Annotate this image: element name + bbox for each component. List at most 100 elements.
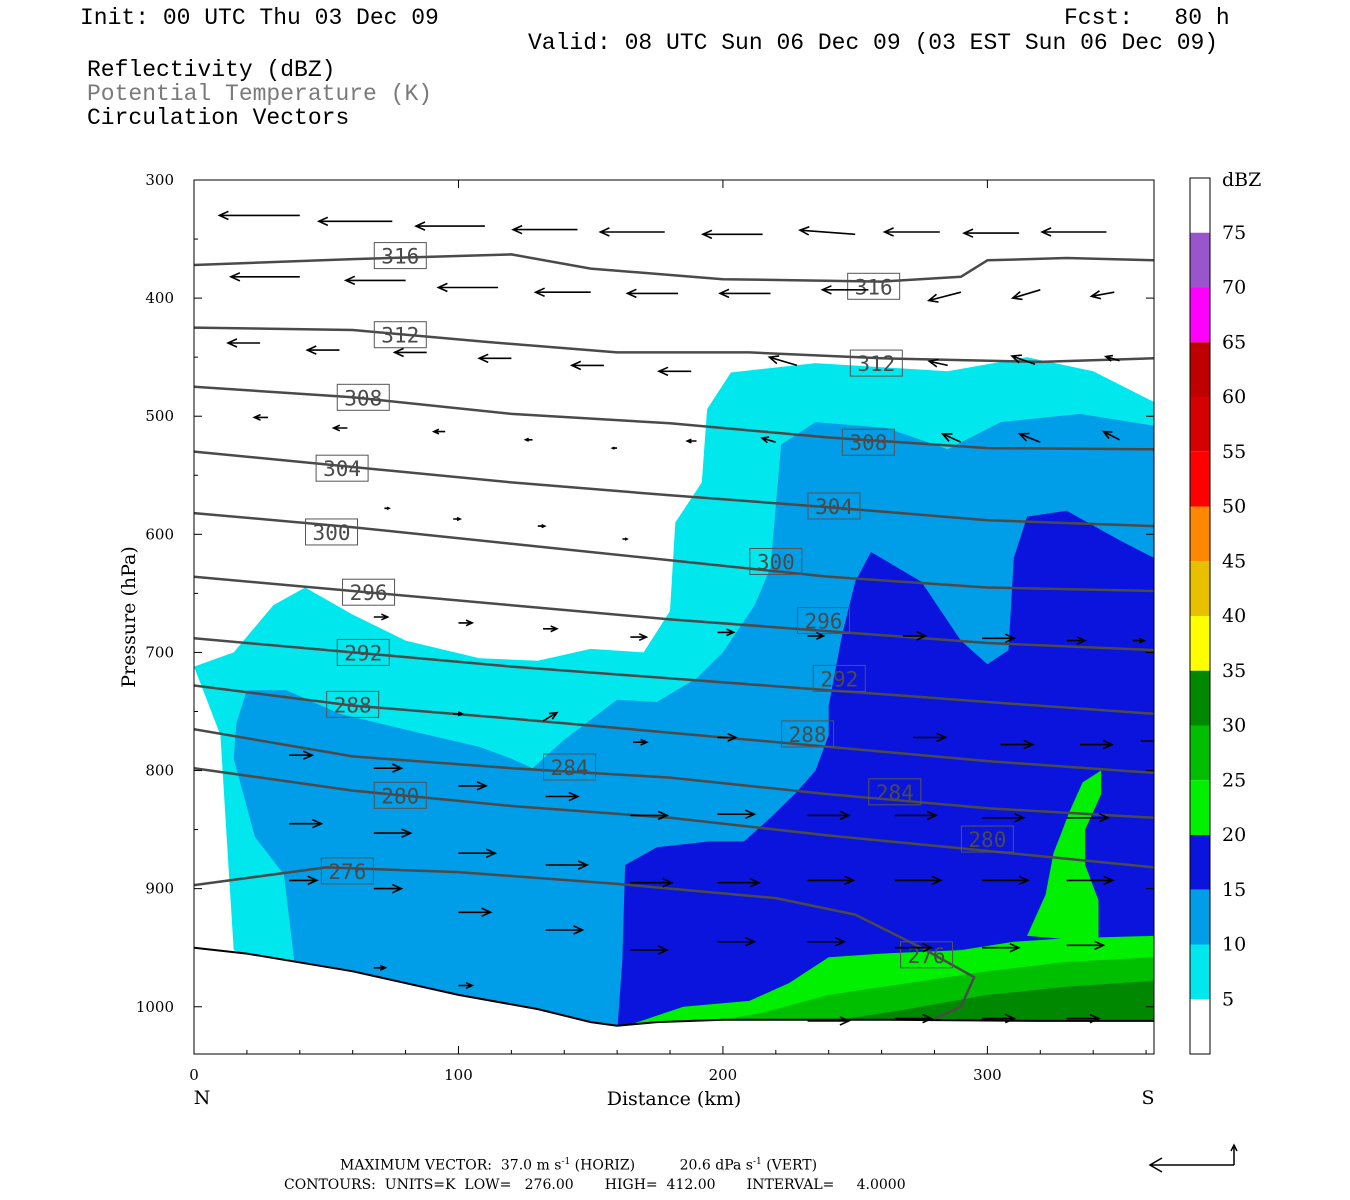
- circulation-vector: [343, 275, 406, 286]
- colorbar-title: dBZ: [1222, 169, 1261, 191]
- circulation-vector: [982, 633, 1017, 644]
- circulation-vector: [807, 810, 851, 821]
- circulation-vector: [1066, 940, 1106, 951]
- contour-label: 280: [381, 784, 419, 808]
- colorbar-cell: [1190, 999, 1210, 1054]
- circulation-vector: [807, 1016, 851, 1026]
- circulation-vector: [226, 338, 261, 348]
- circulation-vector: [622, 537, 629, 541]
- circulation-vector: [305, 345, 340, 355]
- contour-label: 280: [968, 828, 1006, 852]
- circulation-vector: [1080, 739, 1115, 750]
- contour-label: 308: [344, 386, 382, 410]
- terrain-mask: [194, 947, 1154, 1054]
- contour-label-box: [336, 383, 390, 411]
- contour-label-box: [342, 578, 396, 606]
- circulation-vector: [940, 433, 962, 443]
- colorbar-label: 25: [1222, 769, 1246, 791]
- circulation-vector: [1140, 740, 1154, 742]
- circulation-vector: [798, 226, 856, 236]
- contour-label-box: [960, 825, 1014, 853]
- y-tick-label: 600: [145, 525, 174, 543]
- circulation-vector: [717, 809, 757, 820]
- circulation-vector: [217, 210, 300, 221]
- circulation-vector: [1066, 1013, 1101, 1024]
- contour-label: 284: [876, 781, 914, 805]
- colorbar-label: 65: [1222, 331, 1246, 353]
- colorbar-cell: [1190, 835, 1210, 890]
- contour-label-box: [320, 857, 374, 885]
- circulation-vector: [807, 936, 847, 947]
- colorbar-cell: [1190, 506, 1210, 562]
- circulation-vector: [511, 224, 578, 235]
- contour-label: 296: [350, 581, 388, 605]
- contour-label-box: [796, 607, 850, 635]
- circulation-vector: [431, 428, 446, 435]
- circulation-vector: [331, 424, 348, 432]
- circulation-vector: [630, 877, 674, 888]
- colorbar-cell: [1190, 342, 1210, 397]
- colorbar-label: 30: [1222, 715, 1246, 737]
- contour-label: 292: [344, 641, 382, 665]
- contour-label-box: [373, 321, 427, 349]
- circulation-vector: [717, 628, 736, 637]
- plot-frame: [193, 179, 1155, 1055]
- contour-label-box: [315, 454, 369, 482]
- circulation-vector: [545, 860, 590, 870]
- colorbar-cell: [1190, 451, 1210, 507]
- circulation-vector: [630, 945, 670, 955]
- circulation-vector: [630, 633, 649, 642]
- circulation-vector: [657, 366, 692, 377]
- colorbar-cell: [1190, 670, 1210, 726]
- contour-label-box: [849, 349, 903, 377]
- colorbar-cell: [1190, 232, 1210, 288]
- circulation-vector: [1103, 354, 1120, 362]
- y-tick-label: 1000: [136, 998, 174, 1016]
- circulation-vector: [392, 347, 427, 358]
- circulation-vector: [414, 221, 485, 231]
- circulation-vector: [436, 282, 499, 293]
- circulation-vector: [760, 436, 777, 444]
- theta-contour-280: [194, 766, 1154, 869]
- circulation-vector: [894, 875, 943, 886]
- circulation-vector: [1089, 290, 1115, 300]
- circulation-vector: [458, 848, 498, 859]
- valid-time: Valid: 08 UTC Sun 06 Dec 09 (03 EST Sun …: [528, 30, 1219, 56]
- contour-label: 304: [323, 457, 361, 481]
- circulation-vector: [598, 227, 665, 237]
- theta-contour-308: [194, 385, 1154, 451]
- colorbar-label: 35: [1222, 660, 1246, 682]
- circulation-vector: [685, 438, 697, 444]
- circulation-vector: [1132, 637, 1147, 644]
- circulation-vector: [545, 925, 585, 935]
- contour-label-box: [841, 428, 895, 456]
- contour-label-box: [373, 242, 427, 270]
- contour-label-box: [373, 781, 427, 809]
- x-end-label-south: S: [1141, 1087, 1154, 1109]
- contour-label: 312: [857, 352, 895, 376]
- x-tick-label: 100: [444, 1066, 473, 1084]
- circulation-vector: [902, 631, 928, 641]
- circulation-vector: [373, 613, 390, 621]
- x-tick-label: 200: [709, 1066, 738, 1084]
- circulation-vector: [453, 711, 465, 717]
- circulation-vector: [982, 1013, 1017, 1024]
- colorbar-cell: [1190, 944, 1210, 1000]
- colorbar-label: 75: [1222, 222, 1246, 244]
- circulation-vector: [543, 625, 559, 633]
- field-potential-temperature: Potential Temperature (K): [87, 81, 433, 107]
- circulation-vector: [982, 942, 1021, 953]
- y-tick-label: 400: [145, 289, 174, 307]
- circulation-vector: [894, 810, 939, 821]
- reference-vector-vert: [1230, 1143, 1238, 1165]
- circulation-vector: [807, 631, 826, 640]
- circulation-vector: [453, 516, 463, 522]
- colorbar-cell: [1190, 780, 1210, 835]
- circulation-vector: [630, 810, 670, 821]
- contour-label: 312: [381, 324, 419, 348]
- reflectivity-region-30dbz: [802, 980, 1154, 1028]
- circulation-vector: [458, 907, 493, 918]
- colorbar-cell: [1190, 889, 1210, 945]
- colorbar-label: 60: [1222, 386, 1246, 408]
